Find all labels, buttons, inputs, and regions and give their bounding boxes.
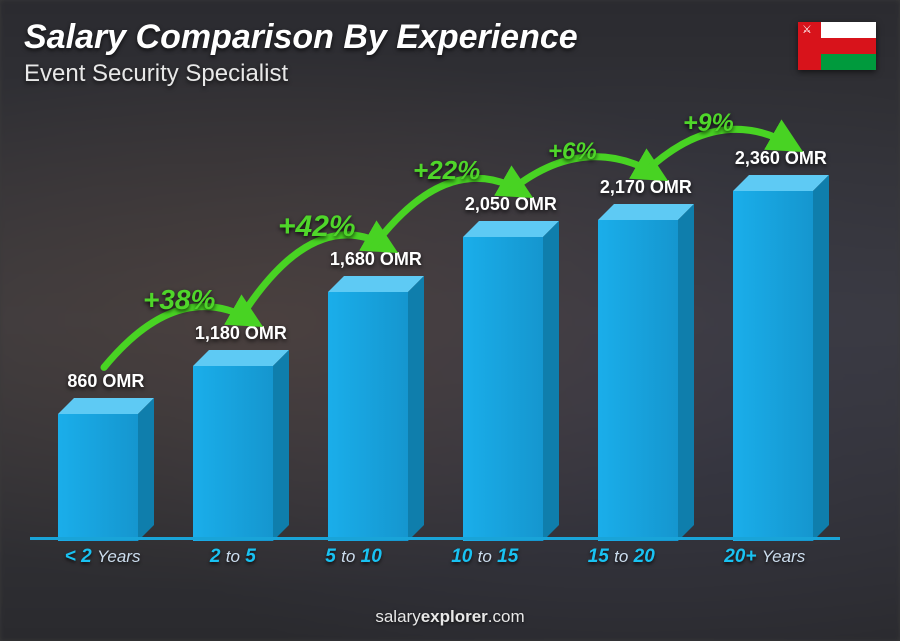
footer-text-bold: explorer bbox=[421, 607, 488, 626]
bar-side bbox=[273, 350, 289, 541]
bar-value-label: 2,360 OMR bbox=[711, 148, 851, 169]
bar-slot: 2,170 OMR bbox=[570, 120, 705, 541]
bar: 1,680 OMR bbox=[328, 292, 408, 541]
bar-side bbox=[408, 276, 424, 541]
x-axis-label: 20+ Years bbox=[724, 540, 805, 571]
bar-value-label: 2,050 OMR bbox=[441, 194, 581, 215]
bar-front bbox=[733, 191, 813, 541]
footer-text-2: .com bbox=[488, 607, 525, 626]
bar-side bbox=[138, 398, 154, 541]
bar-front bbox=[193, 366, 273, 541]
bar-slot: 2,360 OMR bbox=[705, 120, 840, 541]
footer-attribution: salaryexplorer.com bbox=[0, 607, 900, 627]
country-flag-oman: ⚔ bbox=[798, 22, 876, 70]
bar-side bbox=[813, 175, 829, 541]
bar-side bbox=[678, 204, 694, 541]
bar: 2,170 OMR bbox=[598, 220, 678, 541]
x-axis-label: 10 to 15 bbox=[451, 540, 518, 571]
bar-front bbox=[328, 292, 408, 541]
bar-value-label: 2,170 OMR bbox=[576, 177, 716, 198]
x-axis-label: 15 to 20 bbox=[588, 540, 655, 571]
bar: 2,050 OMR bbox=[463, 237, 543, 541]
bar-front bbox=[58, 414, 138, 541]
bar-front bbox=[463, 237, 543, 541]
growth-arc-label: +6% bbox=[548, 138, 597, 166]
growth-arc-label: +42% bbox=[278, 210, 356, 244]
flag-emblem-icon: ⚔ bbox=[802, 25, 812, 36]
bar-slot: 1,180 OMR bbox=[165, 120, 300, 541]
page-subtitle: Event Security Specialist bbox=[24, 60, 288, 88]
salary-bar-chart: 860 OMR1,180 OMR1,680 OMR2,050 OMR2,170 … bbox=[30, 120, 840, 571]
growth-arc-label: +9% bbox=[683, 109, 734, 138]
x-axis-label: < 2 Years bbox=[65, 540, 141, 571]
bar-front bbox=[598, 220, 678, 541]
bar: 860 OMR bbox=[58, 414, 138, 541]
growth-arc-label: +22% bbox=[413, 155, 480, 186]
chart-container: Salary Comparison By Experience Event Se… bbox=[0, 0, 900, 641]
bar-value-label: 1,180 OMR bbox=[171, 323, 311, 344]
footer-text-1: salary bbox=[375, 607, 420, 626]
bar-side bbox=[543, 221, 559, 541]
page-title: Salary Comparison By Experience bbox=[24, 18, 578, 57]
bar-value-label: 1,680 OMR bbox=[306, 249, 446, 270]
x-axis-label: 2 to 5 bbox=[210, 540, 256, 571]
bar-value-label: 860 OMR bbox=[36, 371, 176, 392]
bar: 1,180 OMR bbox=[193, 366, 273, 541]
bar-slot: 860 OMR bbox=[30, 120, 165, 541]
growth-arc-label: +38% bbox=[143, 284, 215, 316]
x-axis-label: 5 to 10 bbox=[325, 540, 381, 571]
bar: 2,360 OMR bbox=[733, 191, 813, 541]
